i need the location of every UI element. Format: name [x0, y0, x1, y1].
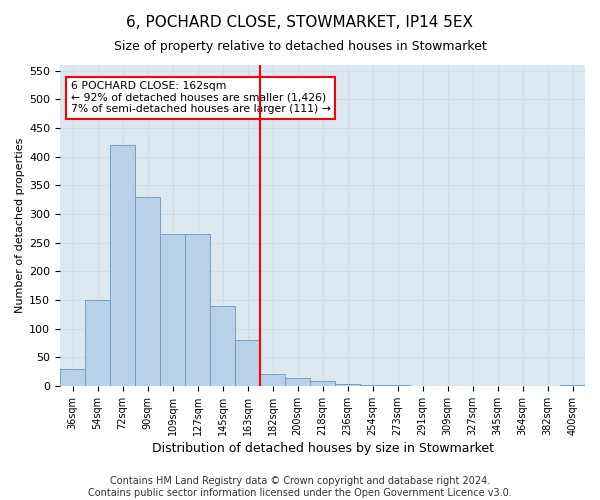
Text: 6 POCHARD CLOSE: 162sqm
← 92% of detached houses are smaller (1,426)
7% of semi-: 6 POCHARD CLOSE: 162sqm ← 92% of detache… [71, 81, 331, 114]
Bar [210, 306, 235, 386]
Bar [110, 145, 135, 386]
Bar [235, 340, 260, 386]
Bar [60, 369, 85, 386]
Bar [260, 374, 285, 386]
Bar [285, 378, 310, 386]
Text: Size of property relative to detached houses in Stowmarket: Size of property relative to detached ho… [113, 40, 487, 53]
Bar [360, 385, 385, 386]
Bar [310, 382, 335, 386]
Bar [85, 300, 110, 386]
Bar [160, 234, 185, 386]
Bar [135, 197, 160, 386]
Y-axis label: Number of detached properties: Number of detached properties [15, 138, 25, 313]
X-axis label: Distribution of detached houses by size in Stowmarket: Distribution of detached houses by size … [152, 442, 494, 455]
Text: Contains HM Land Registry data © Crown copyright and database right 2024.
Contai: Contains HM Land Registry data © Crown c… [88, 476, 512, 498]
Bar [335, 384, 360, 386]
Bar [185, 234, 210, 386]
Text: 6, POCHARD CLOSE, STOWMARKET, IP14 5EX: 6, POCHARD CLOSE, STOWMARKET, IP14 5EX [127, 15, 473, 30]
